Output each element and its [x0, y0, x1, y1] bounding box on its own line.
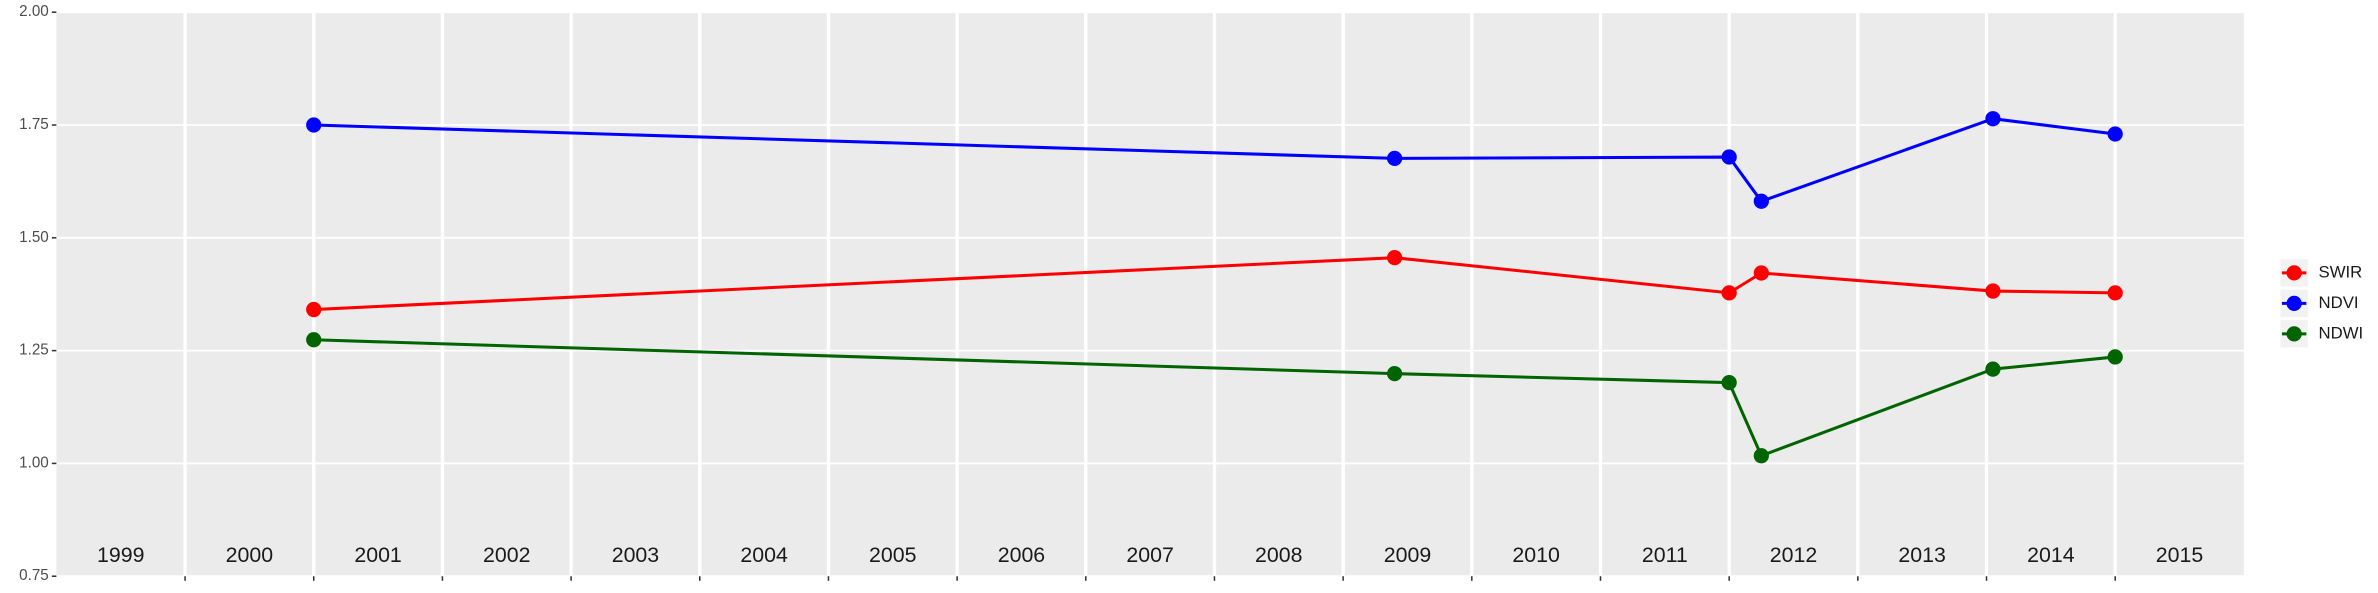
data-point	[1985, 283, 2001, 299]
y-tick-label: 1.25	[19, 342, 49, 359]
x-tick-label: 1999	[97, 543, 144, 567]
data-point	[1386, 150, 1403, 167]
y-tick-label: 1.00	[19, 454, 49, 471]
marks	[306, 111, 2123, 464]
data-point	[1985, 361, 2001, 377]
data-point	[1721, 149, 1737, 165]
data-point	[306, 117, 322, 133]
x-tick-label: 2010	[1512, 543, 1560, 567]
legend-key-point	[2286, 326, 2302, 342]
legend-label: NDWI	[2319, 323, 2364, 342]
data-point	[306, 332, 322, 348]
y-tick-label: 2.00	[19, 3, 49, 20]
x-tick-label: 2008	[1255, 543, 1302, 567]
x-tick-label: 2003	[612, 543, 659, 567]
legend-key-point	[2286, 265, 2302, 281]
plot-background	[56, 12, 2244, 577]
data-point	[1386, 366, 1403, 382]
data-point	[306, 301, 322, 318]
data-point	[1753, 193, 1769, 209]
x-tick-label: 2012	[1770, 543, 1817, 567]
x-tick-label: 2001	[354, 543, 401, 567]
data-point	[1386, 250, 1403, 266]
x-tick-label: 2013	[1898, 543, 1945, 567]
data-point	[2107, 349, 2123, 365]
x-tick-label: 2004	[740, 543, 788, 567]
data-point	[1753, 448, 1769, 464]
data-point	[2107, 285, 2123, 301]
data-point	[1721, 285, 1737, 301]
x-tick-label: 2007	[1126, 543, 1173, 567]
legend-label: NDVI	[2319, 293, 2359, 312]
legend: SWIR NDVI NDWI	[2280, 259, 2364, 348]
series-line	[313, 338, 2116, 458]
x-tick-label: 2014	[2027, 543, 2075, 567]
series-line	[313, 256, 2116, 312]
x-tick-label: 2000	[226, 543, 274, 567]
data-point	[1985, 111, 2001, 127]
x-tick-label: 2005	[869, 543, 916, 567]
data-point	[1753, 265, 1769, 281]
y-tick-label: 1.50	[19, 229, 49, 246]
legend-key-point	[2286, 295, 2302, 311]
x-tick-label: 2009	[1384, 543, 1431, 567]
y-tick-label: 0.75	[19, 567, 49, 584]
x-tick-label: 2002	[483, 543, 530, 567]
x-tick-label: 2006	[998, 543, 1045, 567]
x-tick-label: 2011	[1642, 543, 1688, 567]
x-tick-label: 2015	[2156, 543, 2203, 567]
data-point	[1721, 375, 1737, 391]
data-point	[2107, 126, 2123, 142]
series-line	[313, 117, 2116, 204]
y-tick-label: 1.75	[19, 116, 49, 133]
legend-label: SWIR	[2319, 262, 2363, 281]
grid: 0.75 1.00 1.25 1.50 1.75 2.00 1999 2000 2001 2002…	[19, 3, 2244, 584]
